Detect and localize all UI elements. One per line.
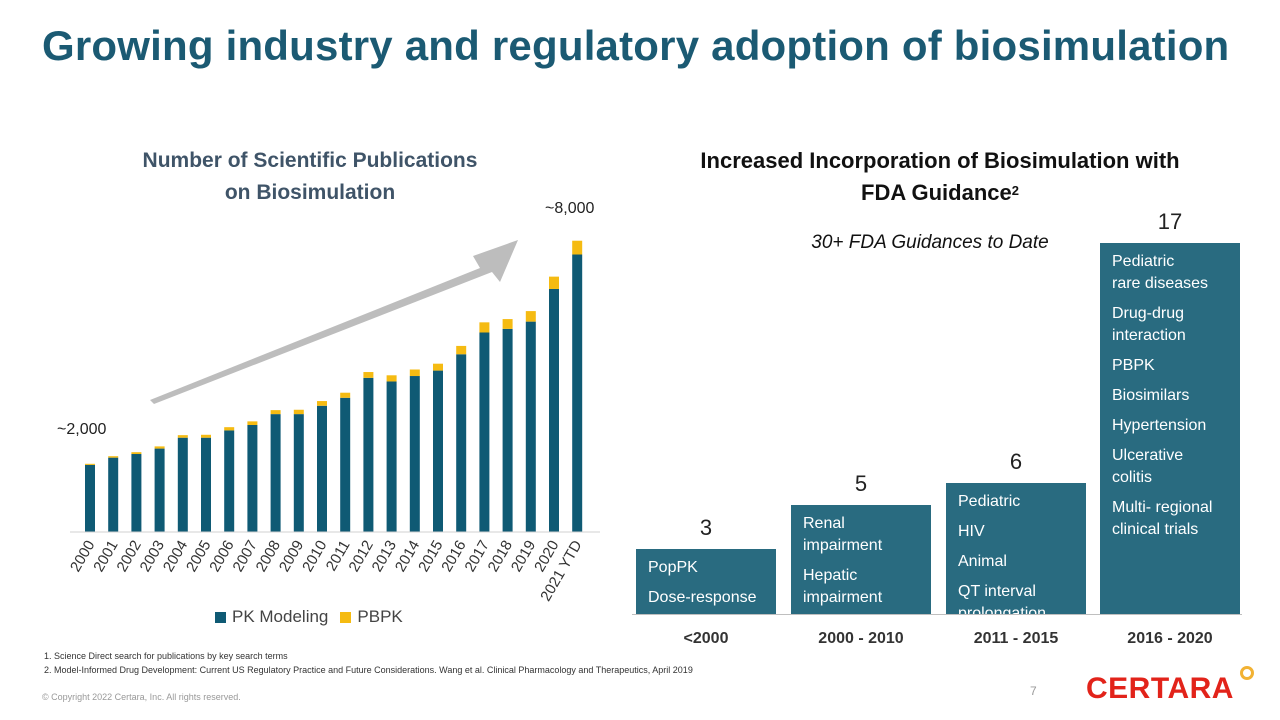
era-count-0: 3 [699,515,713,540]
bar-pbpk-2019 [525,311,536,322]
bar-pk-2021-ytd [572,254,583,532]
era-count-3: 17 [1157,209,1183,234]
era-bar-0: PopPK Dose-response [636,549,776,614]
bar-pbpk-2004 [177,435,188,438]
era-count-1: 5 [854,471,868,496]
bar-pk-2014 [409,376,420,532]
bar-pbpk-2021-ytd [572,240,583,255]
bar-pk-2020 [549,288,559,532]
legend-item-pk: PK Modeling [215,607,328,627]
era-item: Drug-drug interaction [1112,305,1186,344]
era-period-0: <2000 [683,630,729,647]
bar-pk-2004 [177,437,188,532]
era-bar-1: Renal impairment Hepatic impairment [791,505,931,614]
callout-start: ~2,000 [57,421,107,438]
bar-pbpk-2002 [131,452,142,455]
bar-pk-2006 [224,430,235,532]
bar-pbpk-2011 [340,392,351,398]
fda-baseline [632,614,1242,615]
bar-pbpk-2015 [433,363,443,371]
legend-swatch-pk [215,611,226,623]
bar-pbpk-2001 [108,456,119,458]
bar-pk-2007 [247,424,258,532]
era-item: PopPK [648,559,698,576]
bar-pk-2015 [433,370,443,532]
legend-item-pbpk: PBPK [340,607,403,627]
bar-pbpk-2000 [85,463,95,465]
certara-logo: CERTARA [1086,666,1254,706]
era-item: Pediatric [958,493,1021,510]
era-item: Dose-response [648,589,757,606]
era-item: Animal [958,553,1007,570]
era-period-1: 2000 - 2010 [818,630,904,647]
era-period-2: 2011 - 2015 [973,630,1059,647]
era-item: Pediatric rare diseases [1112,253,1209,292]
era-bar-2: Pediatric HIV Animal QT interval prolongatio… [946,483,1086,622]
bar-pk-2008 [270,414,281,532]
era-count-2: 6 [1009,449,1023,474]
bar-pbpk-2009 [293,409,304,415]
fda-title-line2: FDA Guidance2 [861,180,1019,205]
growth-arrow [150,240,518,404]
callout-end: ~8,000 [545,200,595,217]
bar-pk-2001 [108,457,119,532]
bar-pbpk-2005 [201,434,211,438]
page-title: Growing industry and regulatory adoption… [42,22,1230,69]
bar-pk-2018 [502,328,513,532]
publications-title-line1: Number of Scientific Publications [142,149,478,172]
era-item: Renal impairment [803,515,883,554]
bar-pk-2013 [386,381,397,532]
publications-title-line2: on Biosimulation [224,181,396,204]
bar-pk-2002 [131,454,142,532]
bar-pk-2005 [201,437,211,532]
era-item: Multi- regional clinical trials [1112,499,1213,538]
era-item: PBPK [1112,357,1155,374]
bar-pk-2012 [363,377,374,532]
bar-pbpk-2003 [154,446,165,449]
publications-chart-title: Number of Scientific Publications on Bio… [90,145,530,209]
bar-pbpk-2007 [247,421,258,425]
chart-legend: PK Modeling PBPK [215,607,403,627]
bar-pk-2003 [154,448,165,532]
bar-pbpk-2006 [224,427,235,431]
era-item: QT interval prolongation [958,583,1047,622]
footnote-2: 2. Model-Informed Drug Development: Curr… [44,665,693,675]
era-period-3: 2016 - 2020 [1127,630,1213,647]
bar-pk-2017 [479,332,490,532]
logo-ring-icon [1240,666,1254,680]
x-tick-label: 2010 [299,538,330,575]
bar-pbpk-2008 [270,410,281,415]
era-item: Ulcerative colitis [1112,447,1184,486]
fda-title-line1: Increased Incorporation of Biosimulation… [700,148,1180,173]
bar-pk-2016 [456,354,467,532]
page-number: 7 [1030,684,1037,698]
publications-chart: 2000200120022003200420052006200720082009… [67,240,600,604]
footnote-1: 1. Science Direct search for publication… [44,651,288,661]
bar-pbpk-2012 [363,372,374,378]
bar-pk-2011 [340,397,351,532]
bar-pk-2019 [525,321,536,532]
era-item: HIV [958,523,985,540]
bar-pk-2009 [293,414,304,532]
era-bar-3: Pediatric rare diseases Drug-drug interacti… [1100,243,1240,614]
bar-pk-2010 [317,405,327,532]
fda-chart-title: Increased Incorporation of Biosimulation… [640,145,1240,209]
bar-pk-2000 [85,464,95,532]
era-item: Biosimilars [1112,387,1190,404]
bar-pbpk-2013 [386,375,397,382]
bar-pbpk-2018 [502,319,513,329]
bar-pbpk-2016 [456,345,467,355]
bar-pbpk-2014 [409,369,420,377]
era-item: Hepatic impairment [803,567,883,606]
era-item: Hypertension [1112,417,1207,434]
footnote-ref: 2 [1011,183,1019,198]
legend-swatch-pbpk [340,611,352,623]
fda-subtitle: 30+ FDA Guidances to Date [811,232,1049,253]
bar-pbpk-2017 [479,322,490,333]
bar-pbpk-2010 [317,401,327,406]
bar-pbpk-2020 [549,276,559,289]
copyright: © Copyright 2022 Certara, Inc. All right… [42,692,241,702]
